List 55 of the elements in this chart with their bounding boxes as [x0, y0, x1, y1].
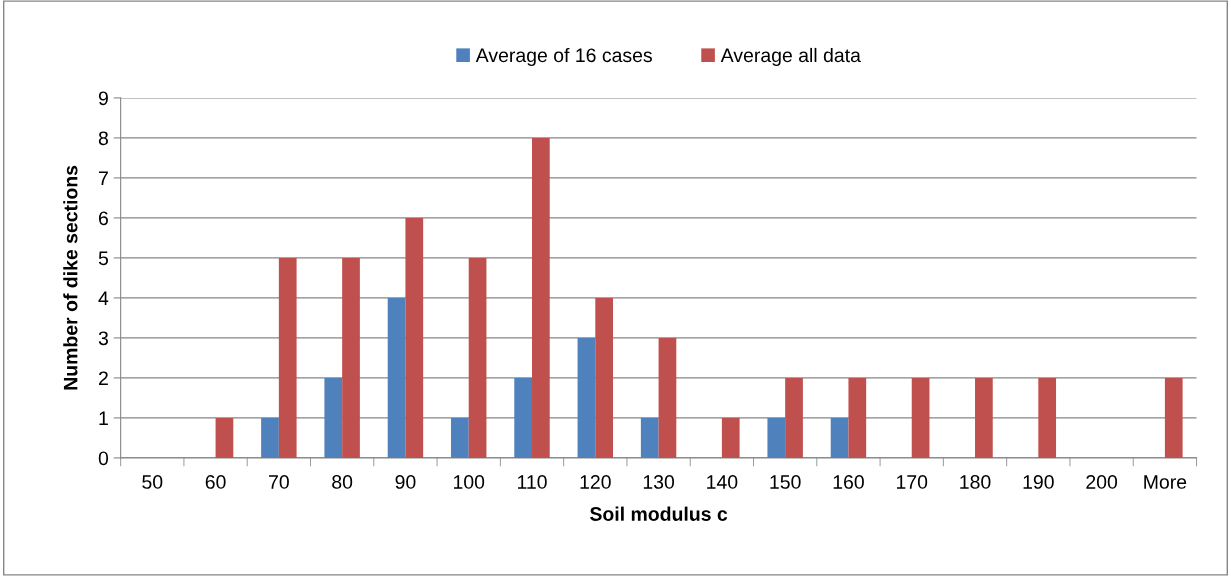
bar	[577, 337, 596, 458]
x-tick-label: 150	[770, 475, 801, 489]
bar	[658, 337, 677, 458]
bar	[451, 417, 469, 458]
bar	[324, 377, 343, 458]
y-tick-label: 4	[98, 291, 109, 305]
x-tick-label: 70	[269, 475, 289, 489]
bar	[532, 137, 550, 458]
bar	[1038, 377, 1057, 458]
y-tick-label: 0	[98, 451, 109, 466]
x-tick-label: 200	[1086, 475, 1118, 489]
x-tick-label: 90	[395, 475, 416, 489]
x-axis-title: Soil modulus c	[590, 506, 728, 521]
bar	[721, 417, 740, 458]
y-tick-label: 2	[99, 371, 108, 385]
x-tick-label: 190	[1023, 475, 1054, 489]
bar	[595, 297, 614, 458]
y-tick-label: 7	[99, 171, 108, 185]
y-axis-title: Number of dike sections	[63, 165, 78, 390]
bar	[767, 417, 786, 458]
bar	[911, 377, 930, 458]
bar	[468, 257, 487, 458]
y-tick-label: 1	[99, 411, 108, 425]
x-tick-label: 160	[833, 475, 864, 489]
bar	[1164, 377, 1183, 458]
bar	[405, 217, 424, 458]
x-tick-label: 100	[453, 475, 485, 489]
y-tick-label: 3	[98, 331, 108, 346]
bar	[514, 377, 533, 458]
y-tick-label: 9	[98, 91, 108, 106]
x-tick-label: 110	[517, 475, 547, 489]
x-tick-label: 140	[707, 475, 738, 489]
x-tick-label: 170	[897, 475, 928, 489]
x-tick-label: More	[1144, 475, 1187, 489]
legend-label: Average of 16 cases	[475, 47, 652, 67]
x-tick-label: 80	[332, 475, 353, 489]
x-tick-label: 50	[142, 475, 163, 489]
legend-label: Average all data	[720, 47, 861, 67]
bar	[278, 257, 297, 458]
y-tick-label: 6	[99, 211, 108, 226]
x-tick-label: 130	[643, 475, 675, 489]
bar	[830, 417, 849, 458]
x-tick-label: 180	[960, 475, 991, 489]
x-tick-label: 60	[205, 475, 226, 489]
y-tick-label: 8	[98, 131, 108, 146]
bar	[785, 377, 803, 458]
bar	[342, 257, 360, 458]
x-tick-label: 120	[580, 475, 611, 489]
bar	[848, 377, 867, 458]
bar	[640, 417, 659, 458]
y-tick-label: 5	[98, 251, 109, 266]
bar	[215, 417, 234, 458]
bar	[387, 297, 406, 458]
bar	[261, 417, 279, 458]
bar	[975, 377, 993, 458]
